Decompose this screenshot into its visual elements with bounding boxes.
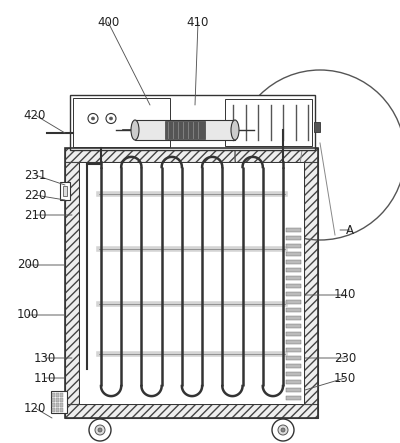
Bar: [286, 340, 301, 344]
Bar: [286, 252, 301, 256]
Bar: [314, 122, 320, 132]
Bar: [286, 372, 301, 376]
Bar: [286, 380, 301, 384]
Text: A: A: [346, 224, 354, 237]
Bar: [286, 315, 301, 320]
Bar: [286, 396, 301, 400]
Bar: [60, 403, 63, 407]
Bar: [286, 228, 301, 232]
Bar: [286, 291, 301, 296]
Bar: [56, 393, 59, 397]
Bar: [52, 403, 55, 407]
Bar: [70, 95, 315, 150]
Bar: [286, 307, 301, 312]
Ellipse shape: [131, 120, 139, 140]
Bar: [286, 244, 301, 248]
Bar: [286, 299, 301, 304]
Bar: [56, 398, 59, 402]
Text: 210: 210: [24, 209, 46, 222]
Circle shape: [272, 419, 294, 441]
Bar: [304, 162, 318, 404]
Text: 220: 220: [24, 189, 46, 202]
Text: 100: 100: [17, 308, 39, 322]
Bar: [52, 393, 55, 397]
Bar: [51, 391, 67, 413]
Bar: [65, 404, 318, 418]
Bar: [56, 403, 59, 407]
Bar: [286, 332, 301, 336]
Bar: [286, 276, 301, 280]
Circle shape: [98, 428, 102, 432]
Text: 140: 140: [334, 288, 356, 302]
Circle shape: [278, 425, 288, 435]
Circle shape: [95, 425, 105, 435]
Bar: [63, 186, 67, 196]
Circle shape: [106, 113, 116, 124]
Bar: [79, 162, 304, 404]
Text: 230: 230: [334, 351, 356, 365]
Circle shape: [281, 428, 285, 432]
Bar: [65, 148, 318, 418]
Text: 400: 400: [97, 16, 119, 28]
Bar: [65, 148, 318, 162]
Bar: [56, 408, 59, 412]
Bar: [52, 398, 55, 402]
Text: 110: 110: [34, 372, 56, 385]
Text: 120: 120: [24, 401, 46, 415]
Bar: [286, 260, 301, 264]
Bar: [225, 99, 312, 146]
Circle shape: [110, 117, 112, 120]
Text: 150: 150: [334, 372, 356, 385]
Bar: [286, 284, 301, 288]
Text: 200: 200: [17, 259, 39, 272]
Bar: [135, 120, 235, 140]
Bar: [60, 393, 63, 397]
Bar: [286, 236, 301, 240]
Bar: [73, 98, 170, 147]
Bar: [60, 182, 70, 200]
Bar: [286, 348, 301, 352]
Bar: [60, 408, 63, 412]
Bar: [286, 356, 301, 360]
Bar: [165, 121, 205, 139]
Circle shape: [92, 117, 94, 120]
Bar: [60, 398, 63, 402]
Text: 231: 231: [24, 168, 46, 182]
Bar: [286, 268, 301, 272]
Ellipse shape: [231, 120, 239, 140]
Text: 130: 130: [34, 351, 56, 365]
Bar: [52, 408, 55, 412]
Bar: [286, 323, 301, 328]
Bar: [286, 388, 301, 392]
Bar: [286, 364, 301, 368]
Text: 420: 420: [24, 109, 46, 121]
Circle shape: [88, 113, 98, 124]
Circle shape: [89, 419, 111, 441]
Text: 410: 410: [187, 16, 209, 28]
Bar: [65, 162, 79, 404]
